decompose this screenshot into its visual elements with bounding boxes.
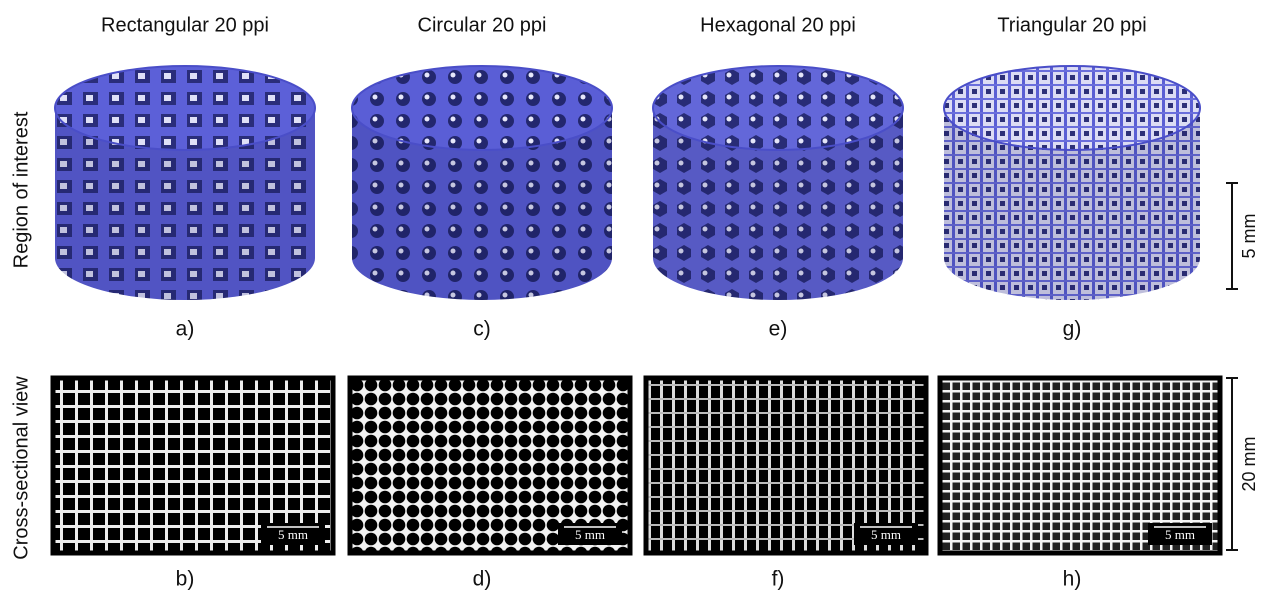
inner-scale-label: 5 mm <box>575 527 605 542</box>
inner-scale-label: 5 mm <box>1165 527 1195 542</box>
row-label: Region of interest <box>10 111 32 268</box>
inner-scale-label: 5 mm <box>871 527 901 542</box>
cylinder-top <box>55 66 315 150</box>
scale-label: 20 mm <box>1239 436 1259 491</box>
panel-label: c) <box>473 318 491 341</box>
column-title: Triangular 20 ppi <box>997 14 1146 36</box>
inner-scale-label: 5 mm <box>278 527 308 542</box>
column-title: Circular 20 ppi <box>418 14 547 36</box>
panel-label: b) <box>176 568 195 591</box>
panel-label: e) <box>769 318 788 341</box>
column-title: Hexagonal 20 ppi <box>700 14 856 36</box>
panel-label: h) <box>1063 568 1082 591</box>
cylinder-top <box>653 66 903 150</box>
panel-label: f) <box>772 568 785 591</box>
panel-label: d) <box>473 568 492 591</box>
cylinder-top <box>352 66 612 150</box>
cylinder-top <box>944 66 1200 150</box>
scale-bar <box>1226 183 1238 550</box>
column-title: Rectangular 20 ppi <box>101 14 269 36</box>
panel-label: g) <box>1063 318 1082 341</box>
figure: Region of interest Cross-sectional view … <box>0 0 1264 598</box>
row-label: Cross-sectional view <box>10 376 32 560</box>
panel-label: a) <box>176 318 195 341</box>
scale-label: 5 mm <box>1239 214 1259 259</box>
